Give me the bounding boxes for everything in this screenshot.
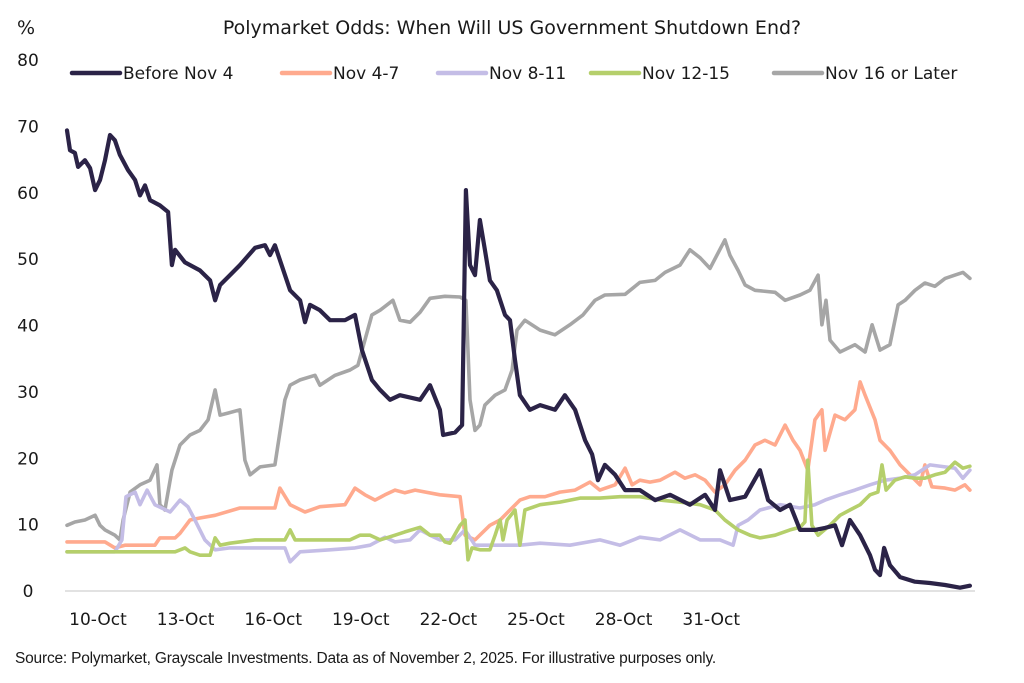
series-line-nov-4-7: [65, 380, 972, 550]
y-tick-label: 70: [17, 117, 39, 137]
y-tick-label: 40: [17, 317, 39, 337]
legend-item: Before Nov 4: [69, 64, 233, 84]
x-tick-label: 25-Oct: [507, 610, 565, 630]
y-tick-label: 20: [17, 449, 39, 469]
series-line-nov-16-or-later: [65, 238, 972, 542]
series-lines: [64, 128, 972, 590]
legend-label: Nov 16 or Later: [825, 64, 957, 84]
legend-label: Nov 12-15: [642, 64, 730, 84]
y-tick-label: 80: [17, 51, 39, 71]
legend-label: Nov 8-11: [489, 64, 566, 84]
y-tick-label: 10: [17, 516, 39, 536]
legend-item: Nov 4-7: [279, 64, 399, 84]
legend-item: Nov 16 or Later: [771, 64, 957, 84]
legend: Before Nov 4 Nov 4-7 Nov 8-11 Nov 12-15 Nov …: [69, 64, 957, 84]
x-tick-label: 31-Oct: [682, 610, 740, 630]
y-tick-label: 30: [17, 383, 39, 403]
x-tick-label: 22-Oct: [420, 610, 478, 630]
legend-label: Nov 4-7: [333, 64, 399, 84]
y-tick-label: 60: [17, 184, 39, 204]
y-axis-ticks: 0 10 20 30 40 50 60 70 80: [17, 51, 39, 602]
legend-item: Nov 8-11: [435, 64, 566, 84]
series-line-nov-12-15: [65, 458, 972, 562]
legend-item: Nov 12-15: [588, 64, 730, 84]
y-tick-label: 0: [23, 582, 34, 602]
x-tick-label: 16-Oct: [244, 610, 302, 630]
series-line-before-nov-4: [64, 128, 972, 590]
x-tick-label: 19-Oct: [332, 610, 390, 630]
x-tick-label: 13-Oct: [157, 610, 215, 630]
series-line-nov-8-11: [65, 463, 972, 564]
x-axis-ticks: 10-Oct 13-Oct 16-Oct 19-Oct 22-Oct 25-Oct 28-O…: [69, 610, 740, 630]
x-tick-label: 28-Oct: [595, 610, 653, 630]
legend-label: Before Nov 4: [123, 64, 233, 84]
y-axis-unit-label: %: [17, 17, 35, 39]
x-tick-label: 10-Oct: [69, 610, 127, 630]
chart-title: Polymarket Odds: When Will US Government…: [223, 17, 801, 39]
source-note: Source: Polymarket, Grayscale Investment…: [15, 650, 717, 667]
y-tick-label: 50: [17, 250, 39, 270]
